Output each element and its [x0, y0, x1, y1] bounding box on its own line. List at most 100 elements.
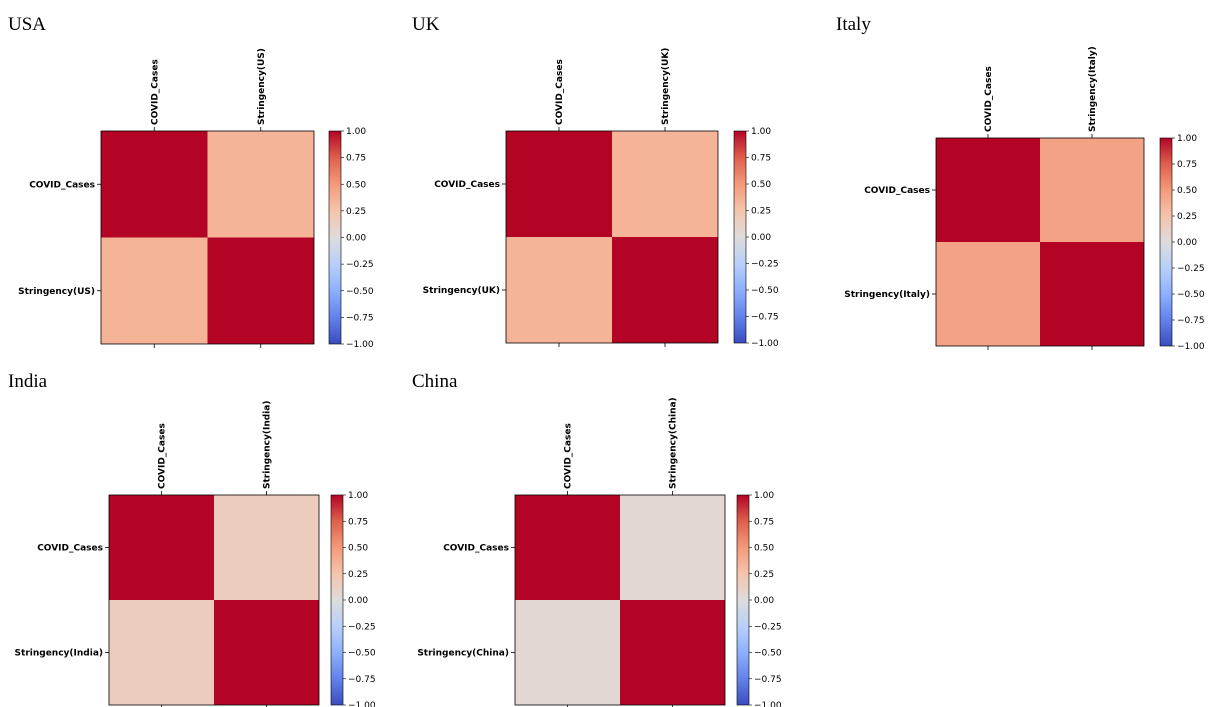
- colorbar: [1159, 137, 1173, 347]
- colorbar-tick-label: −0.25: [1177, 264, 1205, 274]
- heatmap-cell: [214, 495, 319, 600]
- heatmap-frame: [100, 130, 315, 345]
- x-tick-label: COVID_Cases: [564, 423, 574, 489]
- heatmap-cell: [109, 600, 214, 705]
- heatmap-cell: [620, 495, 725, 600]
- colorbar-tick-label: −1.00: [346, 340, 374, 350]
- colorbar-tick-label: 0.00: [346, 234, 366, 244]
- x-tick-label: COVID_Cases: [150, 59, 160, 125]
- colorbar-tick-label: 0.75: [346, 154, 366, 164]
- panel-title: Italy: [836, 14, 871, 35]
- colorbar-tick-label: −0.75: [346, 313, 374, 323]
- colorbar-tick-label: 0.25: [754, 570, 774, 580]
- colorbar-tick-label: 0.25: [1177, 212, 1197, 222]
- colorbar-tick-label: 1.00: [1177, 134, 1197, 144]
- panel-title: USA: [8, 14, 46, 35]
- heatmap-cell: [506, 237, 612, 343]
- colorbar-tick-label: 0.25: [346, 207, 366, 217]
- heatmap-frame: [108, 494, 320, 706]
- colorbar-tick-label: 0.50: [346, 180, 366, 190]
- colorbar: [733, 130, 747, 344]
- heatmap-cell: [207, 131, 314, 238]
- y-tick-label: Stringency(US): [18, 287, 95, 297]
- heatmap-cell: [515, 495, 620, 600]
- colorbar: [330, 494, 344, 706]
- colorbar-tick-label: −1.00: [1177, 342, 1205, 352]
- colorbar-tick-label: 1.00: [346, 127, 366, 137]
- heatmap-cell: [620, 600, 725, 705]
- heatmap-panel: India COVID_Cases Stringency(India) COVID_C…: [8, 371, 376, 707]
- heatmap-panel: USA COVID_Cases Stringency(US) COVID_Cases S…: [8, 14, 374, 350]
- heatmap-cell: [207, 237, 314, 344]
- x-tick-label: Stringency(US): [257, 48, 267, 125]
- colorbar-tick-label: 1.00: [754, 491, 774, 501]
- colorbar-tick-label: −1.00: [754, 701, 782, 707]
- colorbar-tick-label: −0.75: [751, 313, 779, 323]
- colorbar-tick-label: 0.50: [754, 544, 774, 554]
- x-tick-label: Stringency(China): [669, 397, 679, 489]
- heatmap-frame: [935, 137, 1145, 347]
- heatmap-frame: [514, 494, 726, 706]
- colorbar-tick-label: −0.50: [348, 649, 376, 659]
- colorbar-tick-label: 0.75: [751, 154, 771, 164]
- colorbar-tick-label: 0.25: [348, 570, 368, 580]
- colorbar-tick-label: 1.00: [348, 491, 368, 501]
- colorbar-tick-label: −0.25: [751, 260, 779, 270]
- colorbar-tick-label: 0.00: [1177, 238, 1197, 248]
- heatmap-frame: [505, 130, 719, 344]
- heatmap-cell: [101, 131, 208, 238]
- heatmap-cell: [936, 242, 1040, 346]
- y-tick-label: COVID_Cases: [37, 544, 103, 554]
- x-tick-label: Stringency(UK): [661, 48, 671, 125]
- colorbar-tick-label: −0.50: [1177, 290, 1205, 300]
- panel-title: India: [8, 371, 48, 392]
- colorbar-tick-label: 0.75: [754, 517, 774, 527]
- colorbar-tick-label: −0.25: [754, 622, 782, 632]
- heatmap-cell: [612, 237, 718, 343]
- colorbar: [328, 130, 342, 345]
- panel-title: UK: [412, 14, 440, 35]
- y-tick-label: COVID_Cases: [443, 544, 509, 554]
- colorbar-tick-label: 0.00: [751, 233, 771, 243]
- panel-title: China: [412, 371, 458, 392]
- heatmap-cell: [515, 600, 620, 705]
- colorbar-tick-label: 0.00: [348, 596, 368, 606]
- colorbar-tick-label: −0.75: [348, 675, 376, 685]
- heatmap-panel: China COVID_Cases Stringency(China) COVID_C…: [412, 371, 782, 707]
- heatmap-cell: [506, 131, 612, 237]
- heatmap-cell: [214, 600, 319, 705]
- y-tick-label: Stringency(China): [417, 649, 509, 659]
- colorbar-tick-label: 0.50: [1177, 186, 1197, 196]
- colorbar-tick-label: −0.75: [1177, 316, 1205, 326]
- heatmap-panel: UK COVID_Cases Stringency(UK) COVID_Cases St…: [412, 14, 779, 349]
- y-tick-label: COVID_Cases: [434, 180, 500, 190]
- colorbar-tick-label: −0.50: [346, 287, 374, 297]
- x-tick-label: COVID_Cases: [555, 59, 565, 125]
- heatmap-cell: [109, 495, 214, 600]
- y-tick-label: Stringency(UK): [423, 286, 500, 296]
- colorbar-tick-label: −1.00: [751, 339, 779, 349]
- heatmap-cell: [612, 131, 718, 237]
- heatmap-cell: [936, 138, 1040, 242]
- heatmap-cell: [1040, 138, 1144, 242]
- colorbar-tick-label: 0.00: [754, 596, 774, 606]
- y-tick-label: COVID_Cases: [864, 186, 930, 196]
- colorbar-tick-label: −0.75: [754, 675, 782, 685]
- colorbar-tick-label: −0.25: [348, 622, 376, 632]
- heatmap-cell: [101, 237, 208, 344]
- colorbar-tick-label: −1.00: [348, 701, 376, 707]
- heatmap-cell: [1040, 242, 1144, 346]
- y-tick-label: Stringency(India): [15, 649, 103, 659]
- colorbar-tick-label: 0.75: [348, 517, 368, 527]
- y-tick-label: Stringency(Italy): [844, 290, 930, 300]
- x-tick-label: Stringency(Italy): [1088, 46, 1098, 132]
- colorbar-tick-label: 0.50: [348, 544, 368, 554]
- colorbar-tick-label: 0.50: [751, 180, 771, 190]
- colorbar-tick-label: −0.50: [754, 649, 782, 659]
- colorbar-tick-label: 0.75: [1177, 160, 1197, 170]
- x-tick-label: COVID_Cases: [158, 423, 168, 489]
- colorbar-tick-label: 0.25: [751, 207, 771, 217]
- x-tick-label: COVID_Cases: [984, 66, 994, 132]
- colorbar: [736, 494, 750, 706]
